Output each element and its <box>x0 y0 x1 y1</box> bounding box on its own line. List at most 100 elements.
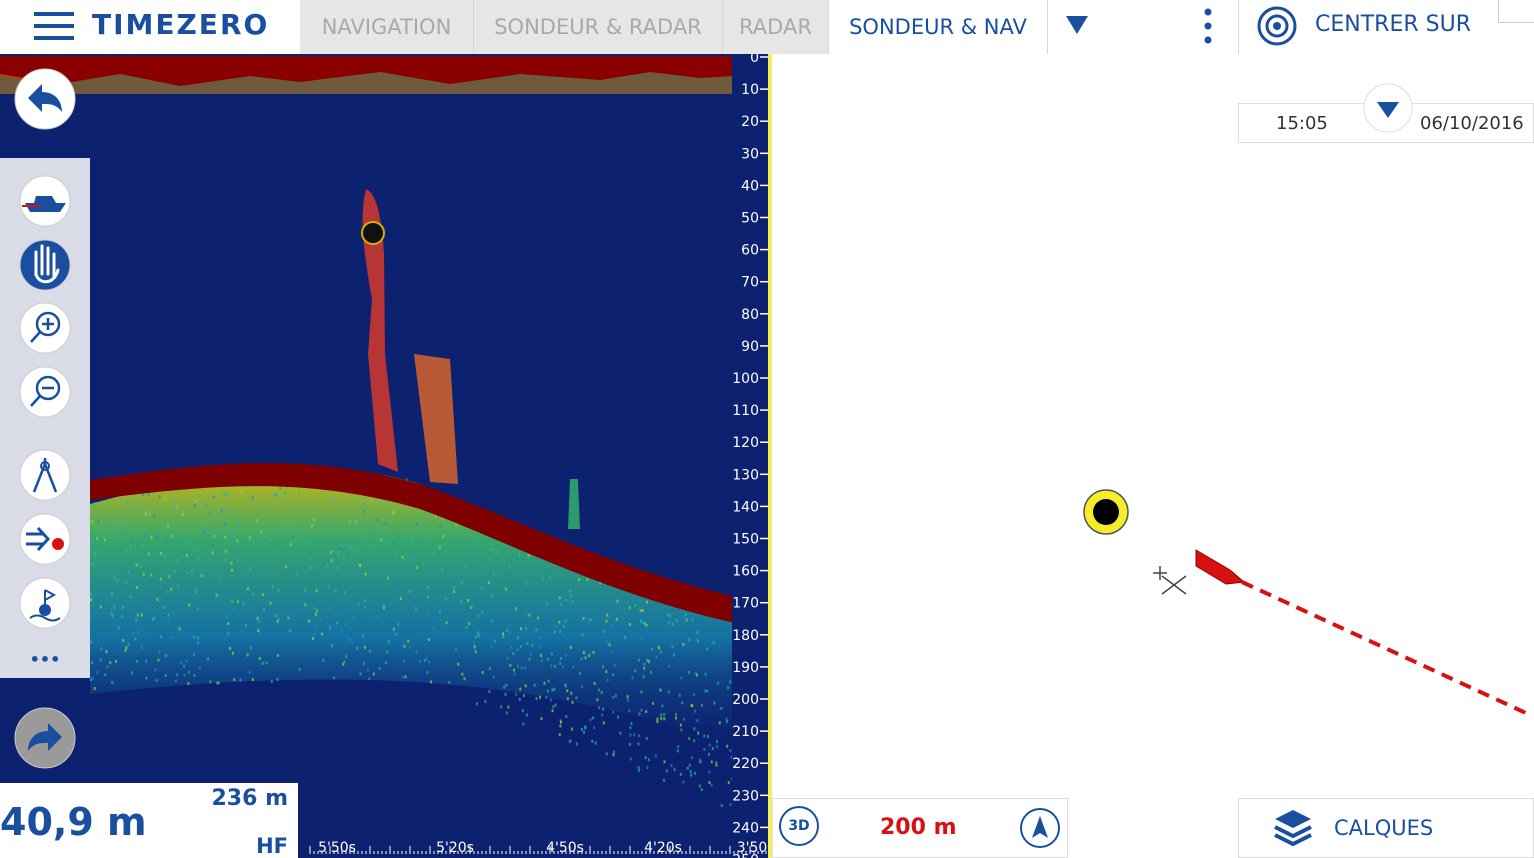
layers-icon[interactable] <box>1272 808 1314 848</box>
layers-button[interactable]: CALQUES <box>1334 816 1434 840</box>
back-button[interactable] <box>14 68 76 130</box>
speckle <box>329 626 332 630</box>
boat-button[interactable] <box>19 175 71 227</box>
speckle <box>605 752 608 756</box>
speckle <box>603 629 606 633</box>
speckle <box>510 646 513 650</box>
speckle <box>695 673 698 677</box>
zoom-out-button[interactable] <box>19 366 71 418</box>
speckle <box>477 614 480 618</box>
speckle <box>118 538 121 542</box>
speckle <box>426 585 429 589</box>
speckle <box>212 495 215 499</box>
forward-button[interactable] <box>14 707 76 769</box>
speckle <box>103 538 106 542</box>
speckle <box>690 773 693 777</box>
speckle <box>555 625 558 629</box>
mode-3d-button[interactable]: 3D <box>779 806 819 846</box>
center-button[interactable]: CENTRER SUR <box>1315 12 1471 37</box>
speckle <box>391 510 394 514</box>
speckle <box>109 661 112 665</box>
speckle <box>112 514 115 518</box>
speckle <box>708 781 711 784</box>
heading-line <box>1241 580 1529 716</box>
speckle <box>572 609 575 613</box>
speckle <box>374 530 377 534</box>
mark-button[interactable] <box>19 577 71 629</box>
speckle <box>570 691 573 695</box>
tab-dropdown[interactable] <box>1064 14 1090 36</box>
speckle <box>362 516 365 520</box>
speckle <box>593 726 596 730</box>
speckle <box>518 697 521 701</box>
speckle <box>330 559 333 563</box>
speckle <box>227 510 230 514</box>
speckle <box>90 592 93 596</box>
speckle <box>100 647 103 651</box>
speckle <box>553 631 556 635</box>
speckle <box>691 618 694 622</box>
speckle <box>512 652 515 656</box>
speckle <box>102 535 105 539</box>
speckle <box>136 586 139 590</box>
speckle <box>638 734 641 738</box>
speckle <box>271 585 274 589</box>
pan-button[interactable] <box>19 239 71 291</box>
depth-tick-label: 70 <box>741 275 759 291</box>
more-menu[interactable] <box>1200 8 1216 44</box>
speckle <box>189 566 192 570</box>
speckle <box>637 768 640 772</box>
map-controls <box>772 798 1068 858</box>
speckle <box>668 614 671 618</box>
speckle <box>298 667 301 671</box>
tab[interactable]: RADAR <box>723 0 829 54</box>
speckle <box>237 559 240 563</box>
speckle <box>578 672 581 676</box>
tab[interactable]: NAVIGATION <box>300 0 474 54</box>
more-tools[interactable]: ••• <box>29 650 61 669</box>
speckle <box>284 491 287 495</box>
speckle <box>730 755 733 759</box>
speckle <box>480 586 483 590</box>
zoom-in-button[interactable] <box>19 302 71 354</box>
depth-value: 40,9 m <box>0 800 147 844</box>
speckle <box>559 656 562 660</box>
speckle <box>120 615 123 619</box>
north-button[interactable] <box>1018 806 1062 850</box>
menu-icon[interactable] <box>34 12 76 40</box>
speckle <box>633 733 636 737</box>
speckle <box>201 584 204 588</box>
speckle <box>500 705 503 709</box>
speckle <box>626 698 629 702</box>
speckle <box>231 651 234 655</box>
speckle <box>304 603 307 607</box>
speckle <box>276 678 279 682</box>
speckle <box>289 543 292 547</box>
speckle <box>682 643 685 647</box>
speckle <box>194 499 197 503</box>
speckle <box>99 605 102 609</box>
center-icon[interactable] <box>1256 5 1298 47</box>
speckle <box>185 659 188 663</box>
speckle <box>688 737 691 741</box>
speckle <box>663 760 666 764</box>
clock-toggle[interactable] <box>1362 82 1414 134</box>
tab[interactable]: SONDEUR & RADAR <box>474 0 723 54</box>
speckle <box>176 673 179 677</box>
waypoint-marker[interactable] <box>361 221 385 245</box>
speckle <box>337 566 340 570</box>
depth-tick-label: 110 <box>732 403 759 419</box>
speckle <box>659 688 662 692</box>
measure-button[interactable] <box>19 449 71 501</box>
speckle <box>333 676 336 680</box>
bottom-echo <box>90 463 768 630</box>
speckle <box>141 613 144 617</box>
speckle <box>644 755 647 759</box>
speckle <box>399 597 402 601</box>
speckle <box>659 650 662 654</box>
route-button[interactable] <box>19 513 71 565</box>
speckle <box>274 512 277 516</box>
speckle <box>570 594 573 598</box>
tab[interactable]: SONDEUR & NAV <box>829 0 1048 54</box>
